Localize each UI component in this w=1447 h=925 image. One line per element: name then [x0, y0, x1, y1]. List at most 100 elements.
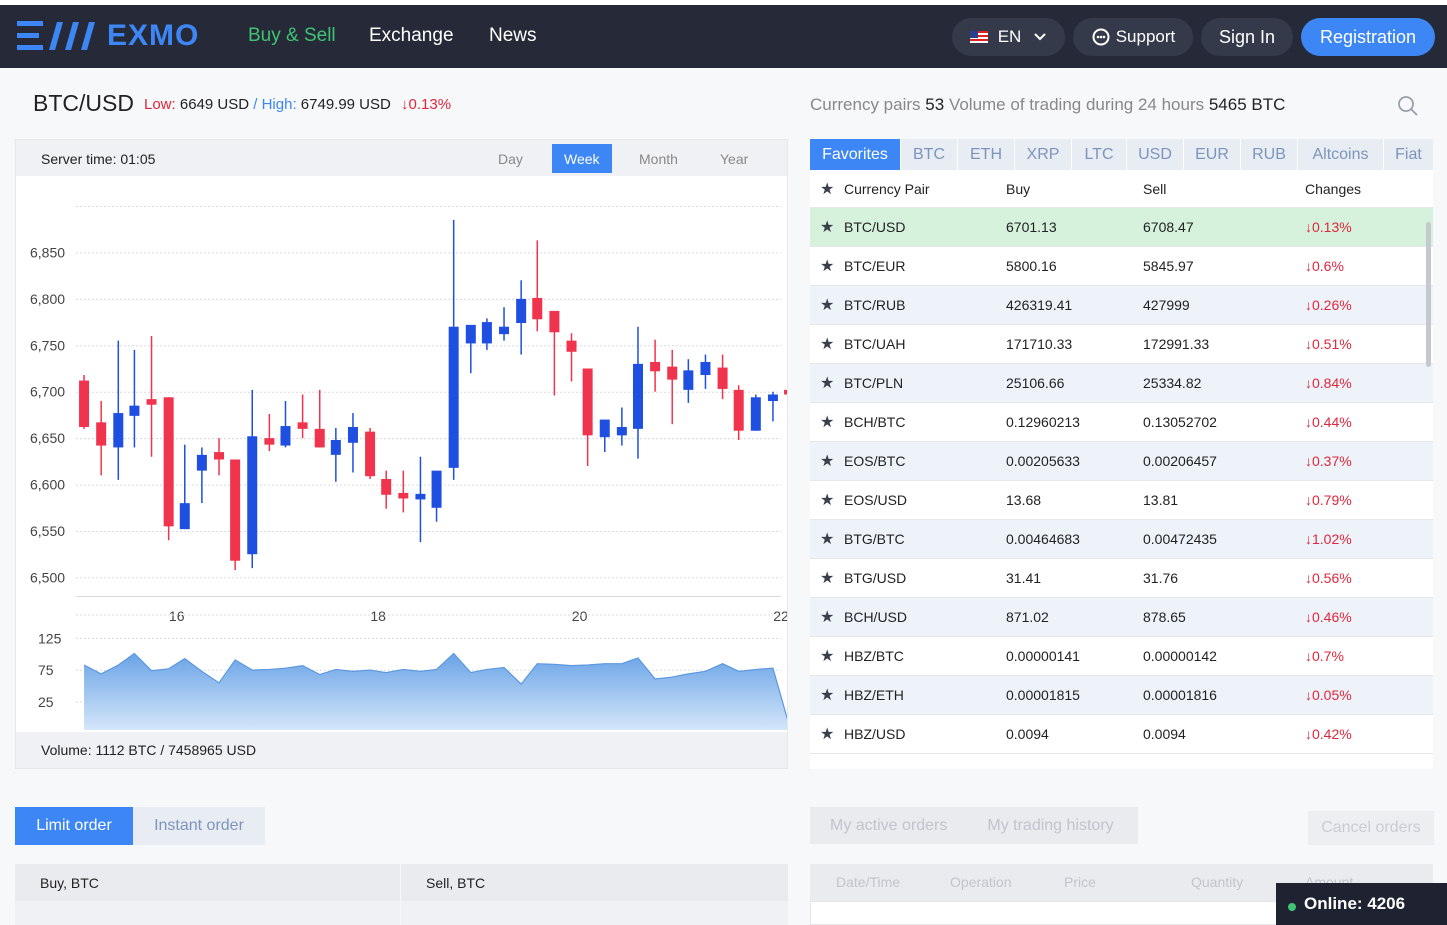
- y-tick-label: 6,650: [30, 430, 65, 446]
- tab-eth[interactable]: ETH: [958, 139, 1015, 170]
- top-strip: [0, 0, 1447, 5]
- support-label: Support: [1115, 27, 1176, 46]
- change-cell: ↓0.51%: [1305, 336, 1352, 352]
- table-row[interactable]: ★ BTC/PLN 25106.66 25334.82 ↓0.84%: [810, 364, 1433, 403]
- buy-cell: 871.02: [1006, 609, 1049, 625]
- table-row[interactable]: ★ HBZ/ETH 0.00001815 0.00001816 ↓0.05%: [810, 676, 1433, 715]
- star-icon[interactable]: ★: [820, 453, 835, 470]
- change-cell: ↓0.13%: [1305, 219, 1352, 235]
- star-icon[interactable]: ★: [820, 726, 835, 743]
- nav-news[interactable]: News: [489, 25, 537, 46]
- change-cell: ↓0.42%: [1305, 726, 1352, 742]
- period-month[interactable]: Month: [639, 150, 678, 167]
- change-cell: ↓0.44%: [1305, 414, 1352, 430]
- candle-body: [96, 422, 107, 446]
- star-icon[interactable]: ★: [820, 570, 835, 587]
- col-sell[interactable]: Sell: [1143, 180, 1167, 197]
- table-row[interactable]: ★ BTC/RUB 426319.41 427999 ↓0.26%: [810, 286, 1433, 325]
- limit-order-tab[interactable]: Limit order: [15, 807, 133, 845]
- table-row[interactable]: ★ BTG/USD 31.41 31.76 ↓0.56%: [810, 559, 1433, 598]
- pairs-count: 53: [925, 95, 945, 114]
- change-cell: ↓0.46%: [1305, 609, 1352, 625]
- star-icon[interactable]: ★: [820, 531, 835, 548]
- tab-favorites[interactable]: Favorites: [810, 139, 901, 170]
- sell-cell: 6708.47: [1143, 219, 1194, 235]
- change-cell: ↓0.79%: [1305, 492, 1352, 508]
- tab-xrp[interactable]: XRP: [1015, 139, 1072, 170]
- candle-body: [700, 362, 711, 375]
- sign-in-button[interactable]: Sign In: [1201, 18, 1293, 56]
- candle-body: [146, 399, 157, 405]
- table-row[interactable]: ★ BCH/BTC 0.12960213 0.13052702 ↓0.44%: [810, 403, 1433, 442]
- star-icon[interactable]: ★: [820, 414, 835, 431]
- candlestick-chart[interactable]: 6,500 6,550 6,600 6,650 6,700 6,750 6,800 6,850…: [16, 176, 787, 732]
- buy-cell: 0.00205633: [1006, 453, 1080, 469]
- star-icon[interactable]: ★: [820, 492, 835, 509]
- table-row[interactable]: ★ BTC/EUR 5800.16 5845.97 ↓0.6%: [810, 247, 1433, 286]
- tab-fiat[interactable]: Fiat: [1395, 145, 1422, 163]
- buy-cell: 0.12960213: [1006, 414, 1080, 430]
- my-trading-history-tab[interactable]: My trading history: [987, 816, 1114, 834]
- col-buy[interactable]: Buy: [1006, 180, 1031, 197]
- period-year[interactable]: Year: [720, 150, 749, 167]
- table-row[interactable]: ★ HBZ/USD 0.0094 0.0094 ↓0.42%: [810, 715, 1433, 754]
- star-icon[interactable]: ★: [820, 297, 835, 314]
- tab-usd[interactable]: USD: [1127, 139, 1184, 170]
- tab-eur[interactable]: EUR: [1184, 139, 1241, 170]
- star-icon[interactable]: ★: [820, 336, 835, 353]
- nav-buy-sell[interactable]: Buy & Sell: [248, 25, 336, 46]
- period-day[interactable]: Day: [498, 150, 523, 167]
- candle-body: [767, 394, 778, 401]
- star-icon[interactable]: ★: [820, 375, 835, 392]
- tab-ltc[interactable]: LTC: [1072, 139, 1127, 170]
- tab-rub[interactable]: RUB: [1241, 139, 1298, 170]
- support-button[interactable]: Support: [1073, 18, 1193, 56]
- candle-body: [264, 438, 275, 445]
- table-scrollbar[interactable]: [1426, 222, 1431, 367]
- star-icon[interactable]: ★: [820, 609, 835, 626]
- star-icon[interactable]: ★: [820, 648, 835, 665]
- table-row[interactable]: ★ EOS/BTC 0.00205633 0.00206457 ↓0.37%: [810, 442, 1433, 481]
- tab-altcoins[interactable]: Altcoins: [1298, 139, 1384, 170]
- my-active-orders-tab[interactable]: My active orders: [830, 816, 948, 834]
- exmo-logo[interactable]: EXMO: [15, 15, 199, 57]
- pair-cell: HBZ/BTC: [844, 648, 904, 664]
- change-cell: ↓0.05%: [1305, 687, 1352, 703]
- candle-body: [79, 380, 90, 427]
- candle-body: [549, 310, 560, 333]
- pair-cell: BTG/USD: [844, 570, 907, 586]
- instant-order-tab[interactable]: Instant order: [133, 807, 265, 845]
- pair-cell: BTG/BTC: [844, 531, 905, 547]
- nav-exchange[interactable]: Exchange: [369, 25, 454, 46]
- candle-body: [465, 324, 476, 344]
- registration-button[interactable]: Registration: [1301, 18, 1435, 56]
- tab-btc[interactable]: BTC: [901, 139, 958, 170]
- star-icon[interactable]: ★: [820, 687, 835, 704]
- buy-cell: 426319.41: [1006, 297, 1073, 313]
- period-week[interactable]: Week: [552, 144, 612, 173]
- pair-cell: EOS/USD: [844, 492, 908, 508]
- language-selector[interactable]: EN: [952, 18, 1065, 56]
- search-icon[interactable]: [1397, 95, 1419, 117]
- table-row[interactable]: ★ HBZ/BTC 0.00000141 0.00000142 ↓0.7%: [810, 637, 1433, 676]
- y-tick-label: 6,800: [30, 291, 65, 307]
- table-row[interactable]: ★ BTC/USD 6701.13 6708.47 ↓0.13%: [810, 208, 1433, 247]
- table-row[interactable]: ★ BCH/USD 871.02 878.65 ↓0.46%: [810, 598, 1433, 637]
- candle-body: [481, 322, 492, 344]
- candle-body: [717, 367, 728, 389]
- col-changes[interactable]: Changes: [1305, 180, 1362, 197]
- star-icon[interactable]: ★: [820, 258, 835, 275]
- buy-cell: 13.68: [1006, 492, 1042, 508]
- buy-cell: 0.00464683: [1006, 531, 1080, 547]
- table-row[interactable]: ★ EOS/USD 13.68 13.81 ↓0.79%: [810, 481, 1433, 520]
- table-row[interactable]: ★ BTG/BTC 0.00464683 0.00472435 ↓1.02%: [810, 520, 1433, 559]
- volume-area: [84, 653, 787, 730]
- sell-cell: 172991.33: [1143, 336, 1210, 352]
- buy-cell: 6701.13: [1006, 219, 1057, 235]
- star-icon[interactable]: ★: [820, 219, 835, 236]
- candle-body: [632, 363, 643, 429]
- pair-title: BTC/USD: [33, 90, 134, 116]
- table-row[interactable]: ★ BTC/UAH 171710.33 172991.33 ↓0.51%: [810, 325, 1433, 364]
- col-pair[interactable]: Currency Pair: [844, 180, 930, 197]
- cancel-orders-button[interactable]: Cancel orders: [1308, 811, 1434, 845]
